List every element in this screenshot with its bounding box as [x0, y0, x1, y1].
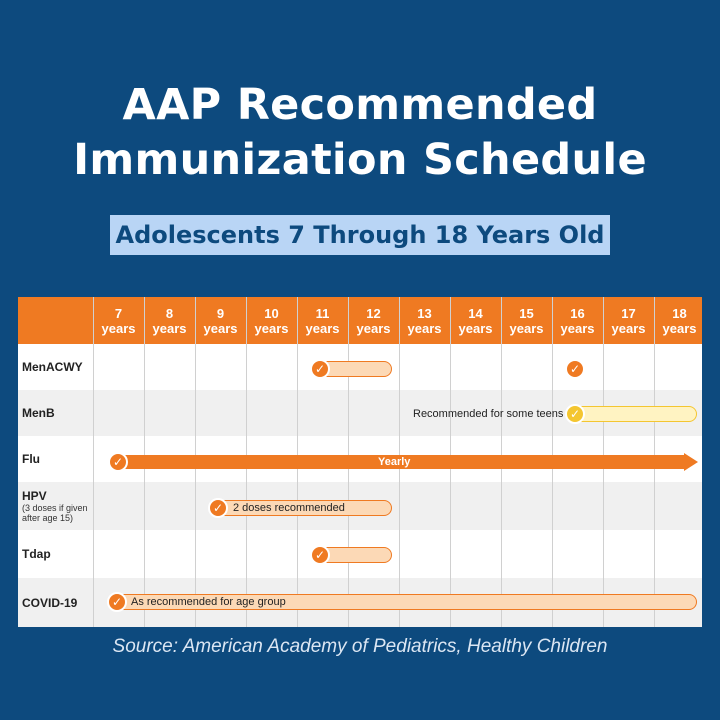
flu-bar-text: Yearly	[378, 456, 411, 468]
age-header-12: 12 years	[356, 305, 391, 336]
menacwy-booster-check-icon: ✓	[565, 359, 585, 379]
age-header-13: 13 years	[407, 305, 442, 336]
age-header-10: 10 years	[254, 305, 289, 336]
age-header-17: 17 years	[611, 305, 646, 336]
title-line-1: AAP Recommended	[122, 80, 598, 130]
age-header-9: 9 years	[203, 305, 238, 336]
hpv-check-icon: ✓	[208, 498, 228, 518]
menb-bar	[574, 406, 697, 422]
menb-note: Recommended for some teens	[413, 408, 564, 420]
vaccine-label-menacwy: MenACWY	[22, 360, 83, 374]
page-title: AAP Recommended Immunization Schedule	[0, 78, 720, 188]
subtitle: Adolescents 7 Through 18 Years Old	[109, 215, 611, 255]
vaccine-label-menb: MenB	[22, 406, 55, 420]
age-header-row: 7 years 8 years 9 years 10 years 11 years 12 y…	[18, 297, 702, 344]
vaccine-label-hpv: HPV (3 doses if given after age 15)	[22, 482, 94, 530]
vaccine-label-flu: Flu	[22, 452, 40, 466]
covid-check-icon: ✓	[107, 592, 127, 612]
vaccine-label-covid: COVID-19	[22, 595, 78, 610]
age-header-7: 7 years	[101, 305, 136, 336]
schedule-table: 7 years 8 years 9 years 10 years 11 years 12 y…	[18, 297, 702, 627]
title-line-2: Immunization Schedule	[73, 135, 647, 185]
age-header-15: 15 years	[509, 305, 544, 336]
flu-arrow-icon	[684, 453, 698, 471]
age-header-14: 14 years	[458, 305, 493, 336]
age-header-16: 16 years	[560, 305, 595, 336]
covid-bar-text: As recommended for age group	[131, 596, 286, 608]
age-header-8: 8 years	[152, 305, 187, 336]
hpv-note: (3 doses if given after age 15)	[22, 503, 88, 523]
grid-line	[93, 297, 94, 627]
age-header-18: 18 years	[662, 305, 697, 336]
vaccine-label-tdap: Tdap	[22, 547, 51, 561]
hpv-bar-text: 2 doses recommended	[233, 502, 345, 514]
subtitle-wrap: Adolescents 7 Through 18 Years Old	[0, 215, 720, 255]
tdap-check-icon: ✓	[310, 545, 330, 565]
menb-check-icon: ✓	[565, 404, 585, 424]
menacwy-check-icon: ✓	[310, 359, 330, 379]
flu-bar	[118, 455, 686, 469]
flu-check-icon: ✓	[108, 452, 128, 472]
source-caption: Source: American Academy of Pediatrics, …	[112, 636, 608, 657]
age-header-11: 11 years	[305, 305, 340, 336]
